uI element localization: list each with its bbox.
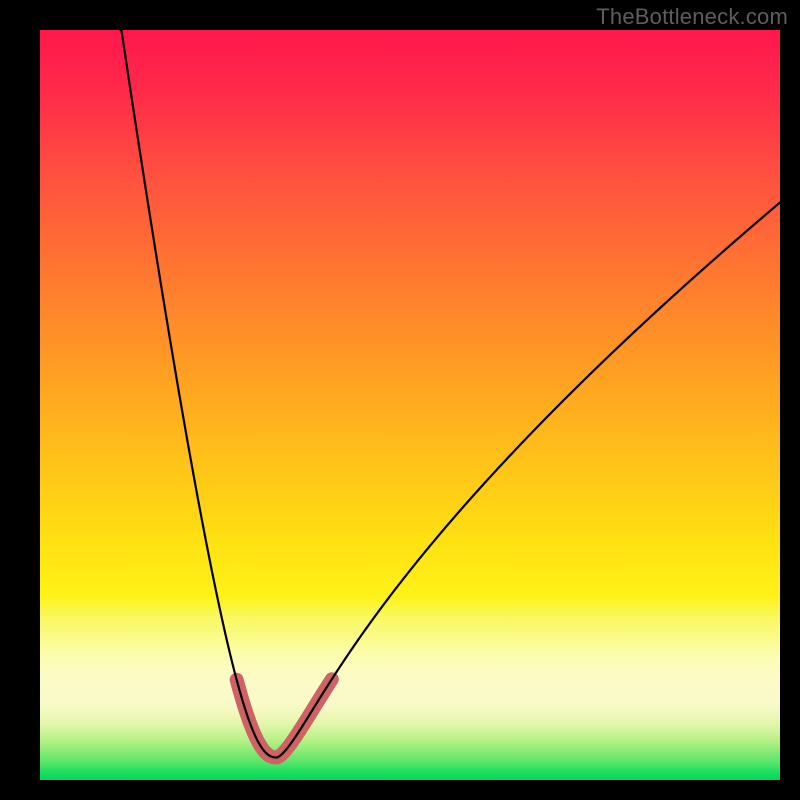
plot-area [40, 30, 780, 780]
chart-stage: TheBottleneck.com [0, 0, 800, 800]
gradient-background [40, 30, 780, 780]
watermark-text: TheBottleneck.com [596, 4, 788, 30]
